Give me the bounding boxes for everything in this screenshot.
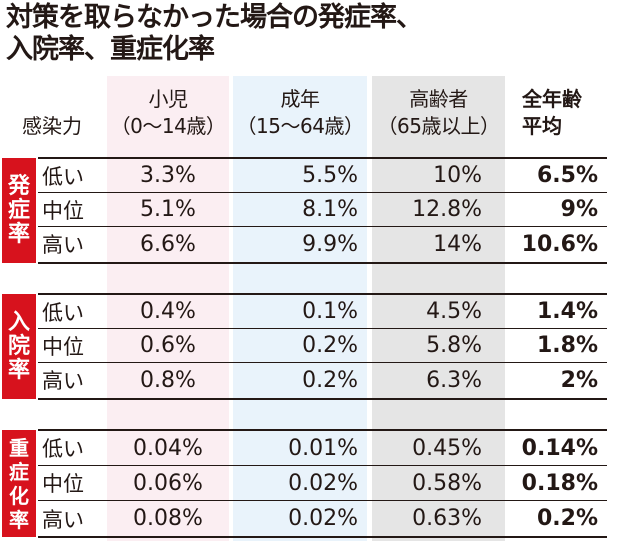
section-hospitalization-rate: 入 院 率 低い 0.4% 0.1% 4.5% 1.4% 中位 0.6% 0.2… (2, 293, 607, 400)
header-adult-label: 成年 (280, 87, 321, 111)
section-label-hospitalization-rate: 入 院 率 (2, 294, 36, 399)
average-cell: 0.2% (536, 506, 598, 531)
senior-cell: 5.8% (426, 333, 482, 358)
table-row: 低い 3.3% 5.5% 10% 6.5% (38, 159, 607, 193)
section-rows: 低い 0.04% 0.01% 0.45% 0.14% 中位 0.06% 0.02… (38, 429, 607, 538)
average-cell: 1.4% (536, 299, 598, 324)
section-label-onset-rate: 発 症 率 (2, 158, 36, 263)
header-child: 小児 （0〜14歳） (103, 86, 233, 140)
average-cell: 1.8% (536, 333, 598, 358)
adult-cell: 0.2% (302, 367, 358, 393)
child-cell: 0.4% (140, 299, 196, 324)
senior-cell: 14% (433, 231, 482, 257)
header-senior-range: （65歳以上） (377, 114, 500, 138)
child-cell: 0.6% (140, 333, 196, 358)
label-char: 院 (7, 333, 30, 359)
level-cell: 中位 (42, 472, 84, 496)
section-rows: 低い 0.4% 0.1% 4.5% 1.4% 中位 0.6% 0.2% 5.8%… (38, 293, 607, 400)
senior-cell: 0.63% (412, 506, 482, 531)
senior-cell: 0.58% (412, 470, 482, 496)
adult-cell: 0.01% (288, 435, 358, 461)
adult-cell: 0.02% (288, 470, 358, 496)
header-adult: 成年 （15〜64歳） (229, 86, 371, 140)
child-cell: 6.6% (140, 231, 196, 257)
senior-cell: 4.5% (426, 299, 482, 324)
average-cell: 10.6% (521, 231, 598, 257)
header-adult-range: （15〜64歳） (236, 114, 364, 138)
average-cell: 6.5% (536, 163, 598, 188)
label-char: 症 (9, 459, 29, 484)
senior-cell: 12.8% (412, 197, 482, 222)
level-cell: 高い (42, 233, 84, 257)
title-line-2: 入院率、重症化率 (6, 34, 215, 65)
child-column-background (107, 76, 229, 541)
label-char: 発 (7, 173, 30, 199)
average-cell: 2% (560, 367, 598, 393)
level-cell: 高い (42, 507, 84, 532)
header-child-label: 小児 (148, 87, 189, 111)
adult-column-background (233, 76, 367, 541)
level-cell: 中位 (42, 334, 84, 359)
label-char: 症 (7, 197, 30, 223)
header-average: 全年齢 平均 (522, 86, 582, 140)
section-severity-rate: 重 症 化 率 低い 0.04% 0.01% 0.45% 0.14% 中位 0.… (2, 429, 607, 538)
child-cell: 0.06% (133, 470, 203, 496)
label-char: 率 (7, 221, 30, 247)
section-rows: 低い 3.3% 5.5% 10% 6.5% 中位 5.1% 8.1% 12.8%… (38, 157, 607, 264)
average-cell: 0.18% (521, 470, 598, 496)
senior-cell: 6.3% (426, 367, 482, 393)
section-onset-rate: 発 症 率 低い 3.3% 5.5% 10% 6.5% 中位 5.1% 8.1%… (2, 157, 607, 264)
table-row: 中位 5.1% 8.1% 12.8% 9% (38, 193, 607, 227)
child-cell: 0.04% (133, 435, 203, 461)
level-cell: 低い (42, 164, 84, 189)
table-row: 高い 0.8% 0.2% 6.3% 2% (38, 363, 607, 397)
senior-cell: 10% (433, 163, 482, 188)
title-line-1: 対策を取らなかった場合の発症率、 (6, 2, 423, 33)
header-senior-label: 高齢者 (409, 87, 468, 111)
label-char: 重 (9, 435, 29, 460)
header-senior: 高齢者 （65歳以上） (370, 86, 507, 140)
adult-cell: 0.2% (302, 333, 358, 358)
label-char: 化 (9, 483, 29, 508)
average-cell: 9% (560, 197, 598, 222)
child-cell: 5.1% (140, 197, 196, 222)
label-char: 率 (7, 357, 30, 383)
header-average-line2: 平均 (522, 114, 562, 138)
table-row: 高い 6.6% 9.9% 14% 10.6% (38, 227, 607, 261)
table-row: 低い 0.04% 0.01% 0.45% 0.14% (38, 431, 607, 466)
senior-cell: 0.45% (412, 435, 482, 461)
child-cell: 0.08% (133, 506, 203, 531)
child-cell: 0.8% (140, 367, 196, 393)
senior-column-background (372, 76, 505, 541)
level-cell: 低い (42, 437, 84, 461)
adult-cell: 9.9% (302, 231, 358, 257)
child-cell: 3.3% (140, 163, 196, 188)
header-infectivity: 感染力 (22, 114, 82, 138)
header-child-range: （0〜14歳） (110, 114, 226, 138)
level-cell: 低い (42, 300, 84, 325)
table-row: 中位 0.06% 0.02% 0.58% 0.18% (38, 466, 607, 501)
table-row: 高い 0.08% 0.02% 0.63% 0.2% (38, 501, 607, 536)
table-row: 中位 0.6% 0.2% 5.8% 1.8% (38, 329, 607, 363)
adult-cell: 5.5% (302, 163, 358, 188)
section-label-severity-rate: 重 症 化 率 (2, 430, 36, 537)
average-cell: 0.14% (521, 435, 598, 461)
table-title: 対策を取らなかった場合の発症率、 入院率、重症化率 (6, 2, 606, 66)
label-char: 入 (7, 309, 30, 335)
adult-cell: 8.1% (302, 197, 358, 222)
adult-cell: 0.02% (288, 506, 358, 531)
level-cell: 高い (42, 369, 84, 393)
level-cell: 中位 (42, 198, 84, 223)
table-row: 低い 0.4% 0.1% 4.5% 1.4% (38, 295, 607, 329)
label-char: 率 (9, 507, 29, 532)
header-average-line1: 全年齢 (522, 87, 582, 111)
adult-cell: 0.1% (302, 299, 358, 324)
